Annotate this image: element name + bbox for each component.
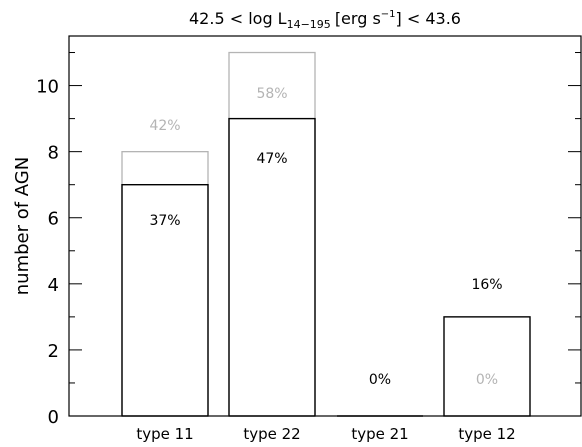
y-tick-label: 0 xyxy=(48,407,59,428)
chart-title-suffix: ] < 43.6 xyxy=(396,9,461,28)
x-tick-label: type 22 xyxy=(243,425,300,443)
bar-foreground xyxy=(228,117,316,417)
chart-title-prefix: 42.5 < log L xyxy=(189,9,287,28)
axis-ticks: 0 2 4 6 8 10 type 11 type 22 type 21 type 12 xyxy=(36,52,581,443)
bar-labels: 42% 58% 0% 37% 47% 0% 16% xyxy=(149,86,502,388)
chart-title-subscript: 14−195 xyxy=(287,18,331,31)
bar-label-foreground: 37% xyxy=(149,213,180,229)
x-tick-label: type 12 xyxy=(458,425,515,443)
bar-foreground xyxy=(121,183,209,417)
y-tick-label: 8 xyxy=(48,143,59,164)
bar-label-background: 58% xyxy=(256,86,287,102)
bar-label-background: 42% xyxy=(149,118,180,134)
chart-title-unit: [erg s xyxy=(335,9,381,28)
bar-label-background: 0% xyxy=(476,372,498,388)
bar-foreground xyxy=(443,316,531,417)
chart-title-superscript: −1 xyxy=(381,9,396,20)
x-tick-label: type 11 xyxy=(136,425,193,443)
y-axis-label: number of AGN xyxy=(12,157,33,295)
bar-label-foreground: 16% xyxy=(471,277,502,293)
y-tick-label: 4 xyxy=(48,275,59,296)
bar-label-foreground: 0% xyxy=(369,372,391,388)
y-tick-label: 6 xyxy=(48,209,59,230)
bars xyxy=(121,51,531,417)
plot-frame xyxy=(68,35,582,417)
bar-background xyxy=(228,51,316,417)
bar-background xyxy=(121,151,209,417)
bar-label-foreground: 47% xyxy=(256,151,287,167)
y-tick-label: 2 xyxy=(48,341,59,362)
y-tick-label: 10 xyxy=(36,77,59,98)
chart-title: 42.5 < log L14−195 [erg s−1] < 43.6 xyxy=(189,9,461,31)
x-tick-label: type 21 xyxy=(351,425,408,443)
